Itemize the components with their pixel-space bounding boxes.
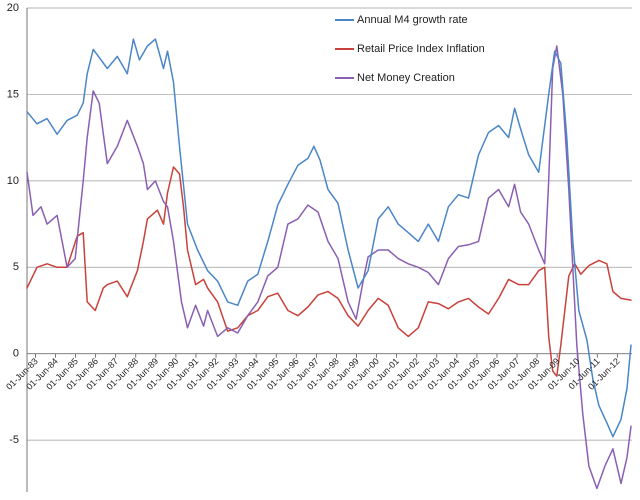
series-line-nmc (26, 45, 632, 490)
legend: Annual M4 growth rate Retail Price Index… (335, 14, 485, 84)
axes (26, 8, 632, 492)
y-tick-label: 15 (7, 88, 19, 100)
series-line-m4 (26, 38, 632, 438)
series-lines (26, 38, 632, 490)
y-tick-label: -5 (9, 434, 19, 446)
y-tick-label: 10 (7, 175, 19, 187)
legend-label-m4: Annual M4 growth rate (357, 14, 468, 26)
x-tick-labels: 01-Jun-8301-Jun-8401-Jun-8501-Jun-8601-J… (4, 356, 622, 392)
series-line-rpi (26, 166, 632, 377)
legend-label-rpi: Retail Price Index Inflation (357, 43, 485, 55)
y-tick-labels: -5 0 5 10 15 20 (7, 2, 19, 446)
legend-label-nmc: Net Money Creation (357, 72, 455, 84)
gridlines (27, 7, 632, 441)
y-tick-label: 20 (7, 2, 19, 14)
y-tick-label: 0 (13, 348, 19, 360)
y-tick-label: 5 (13, 261, 19, 273)
